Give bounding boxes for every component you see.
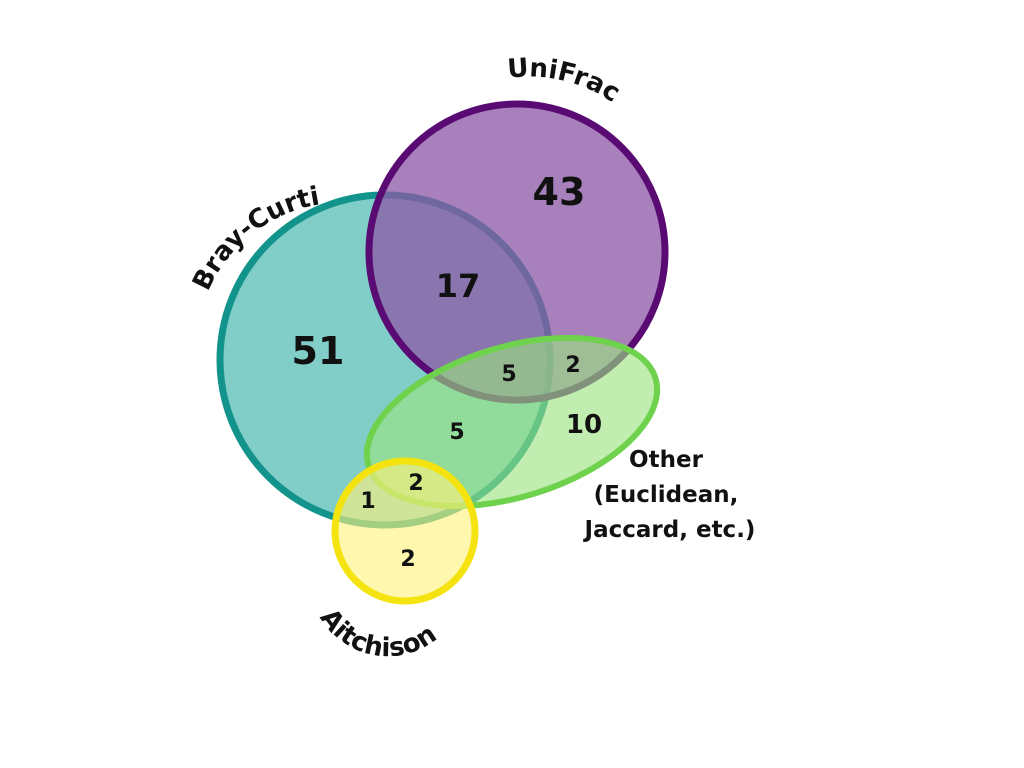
aitchison-circle <box>331 457 479 605</box>
unifrac-label-text: UniFrac <box>506 53 625 108</box>
count-bray-curtis-unifrac: 17 <box>436 267 481 305</box>
count-bray-curtis-only: 51 <box>292 329 345 373</box>
other-label-line-1: Other <box>629 447 704 473</box>
count-bray-curtis-other: 5 <box>449 420 464 445</box>
count-unifrac-only: 43 <box>533 170 586 214</box>
count-bray-curtis-aitchison: 1 <box>360 489 375 514</box>
count-aitchison-only: 2 <box>400 547 415 572</box>
other-label-line-3: Jaccard, etc.) <box>583 517 756 543</box>
other-label: Other (Euclidean, Jaccard, etc.) <box>583 447 756 543</box>
other-ellipse <box>363 334 661 510</box>
count-other-only: 10 <box>566 410 602 440</box>
count-bray-curtis-other-aitchison: 2 <box>408 471 423 496</box>
aitchison-label: Aitchison <box>314 603 442 663</box>
aitchison-label-text: Aitchison <box>314 603 442 663</box>
count-bray-curtis-unifrac-other: 5 <box>501 362 516 387</box>
unifrac-label: UniFrac <box>506 53 625 108</box>
other-label-line-2: (Euclidean, <box>594 482 739 508</box>
count-unifrac-other: 2 <box>565 353 580 378</box>
